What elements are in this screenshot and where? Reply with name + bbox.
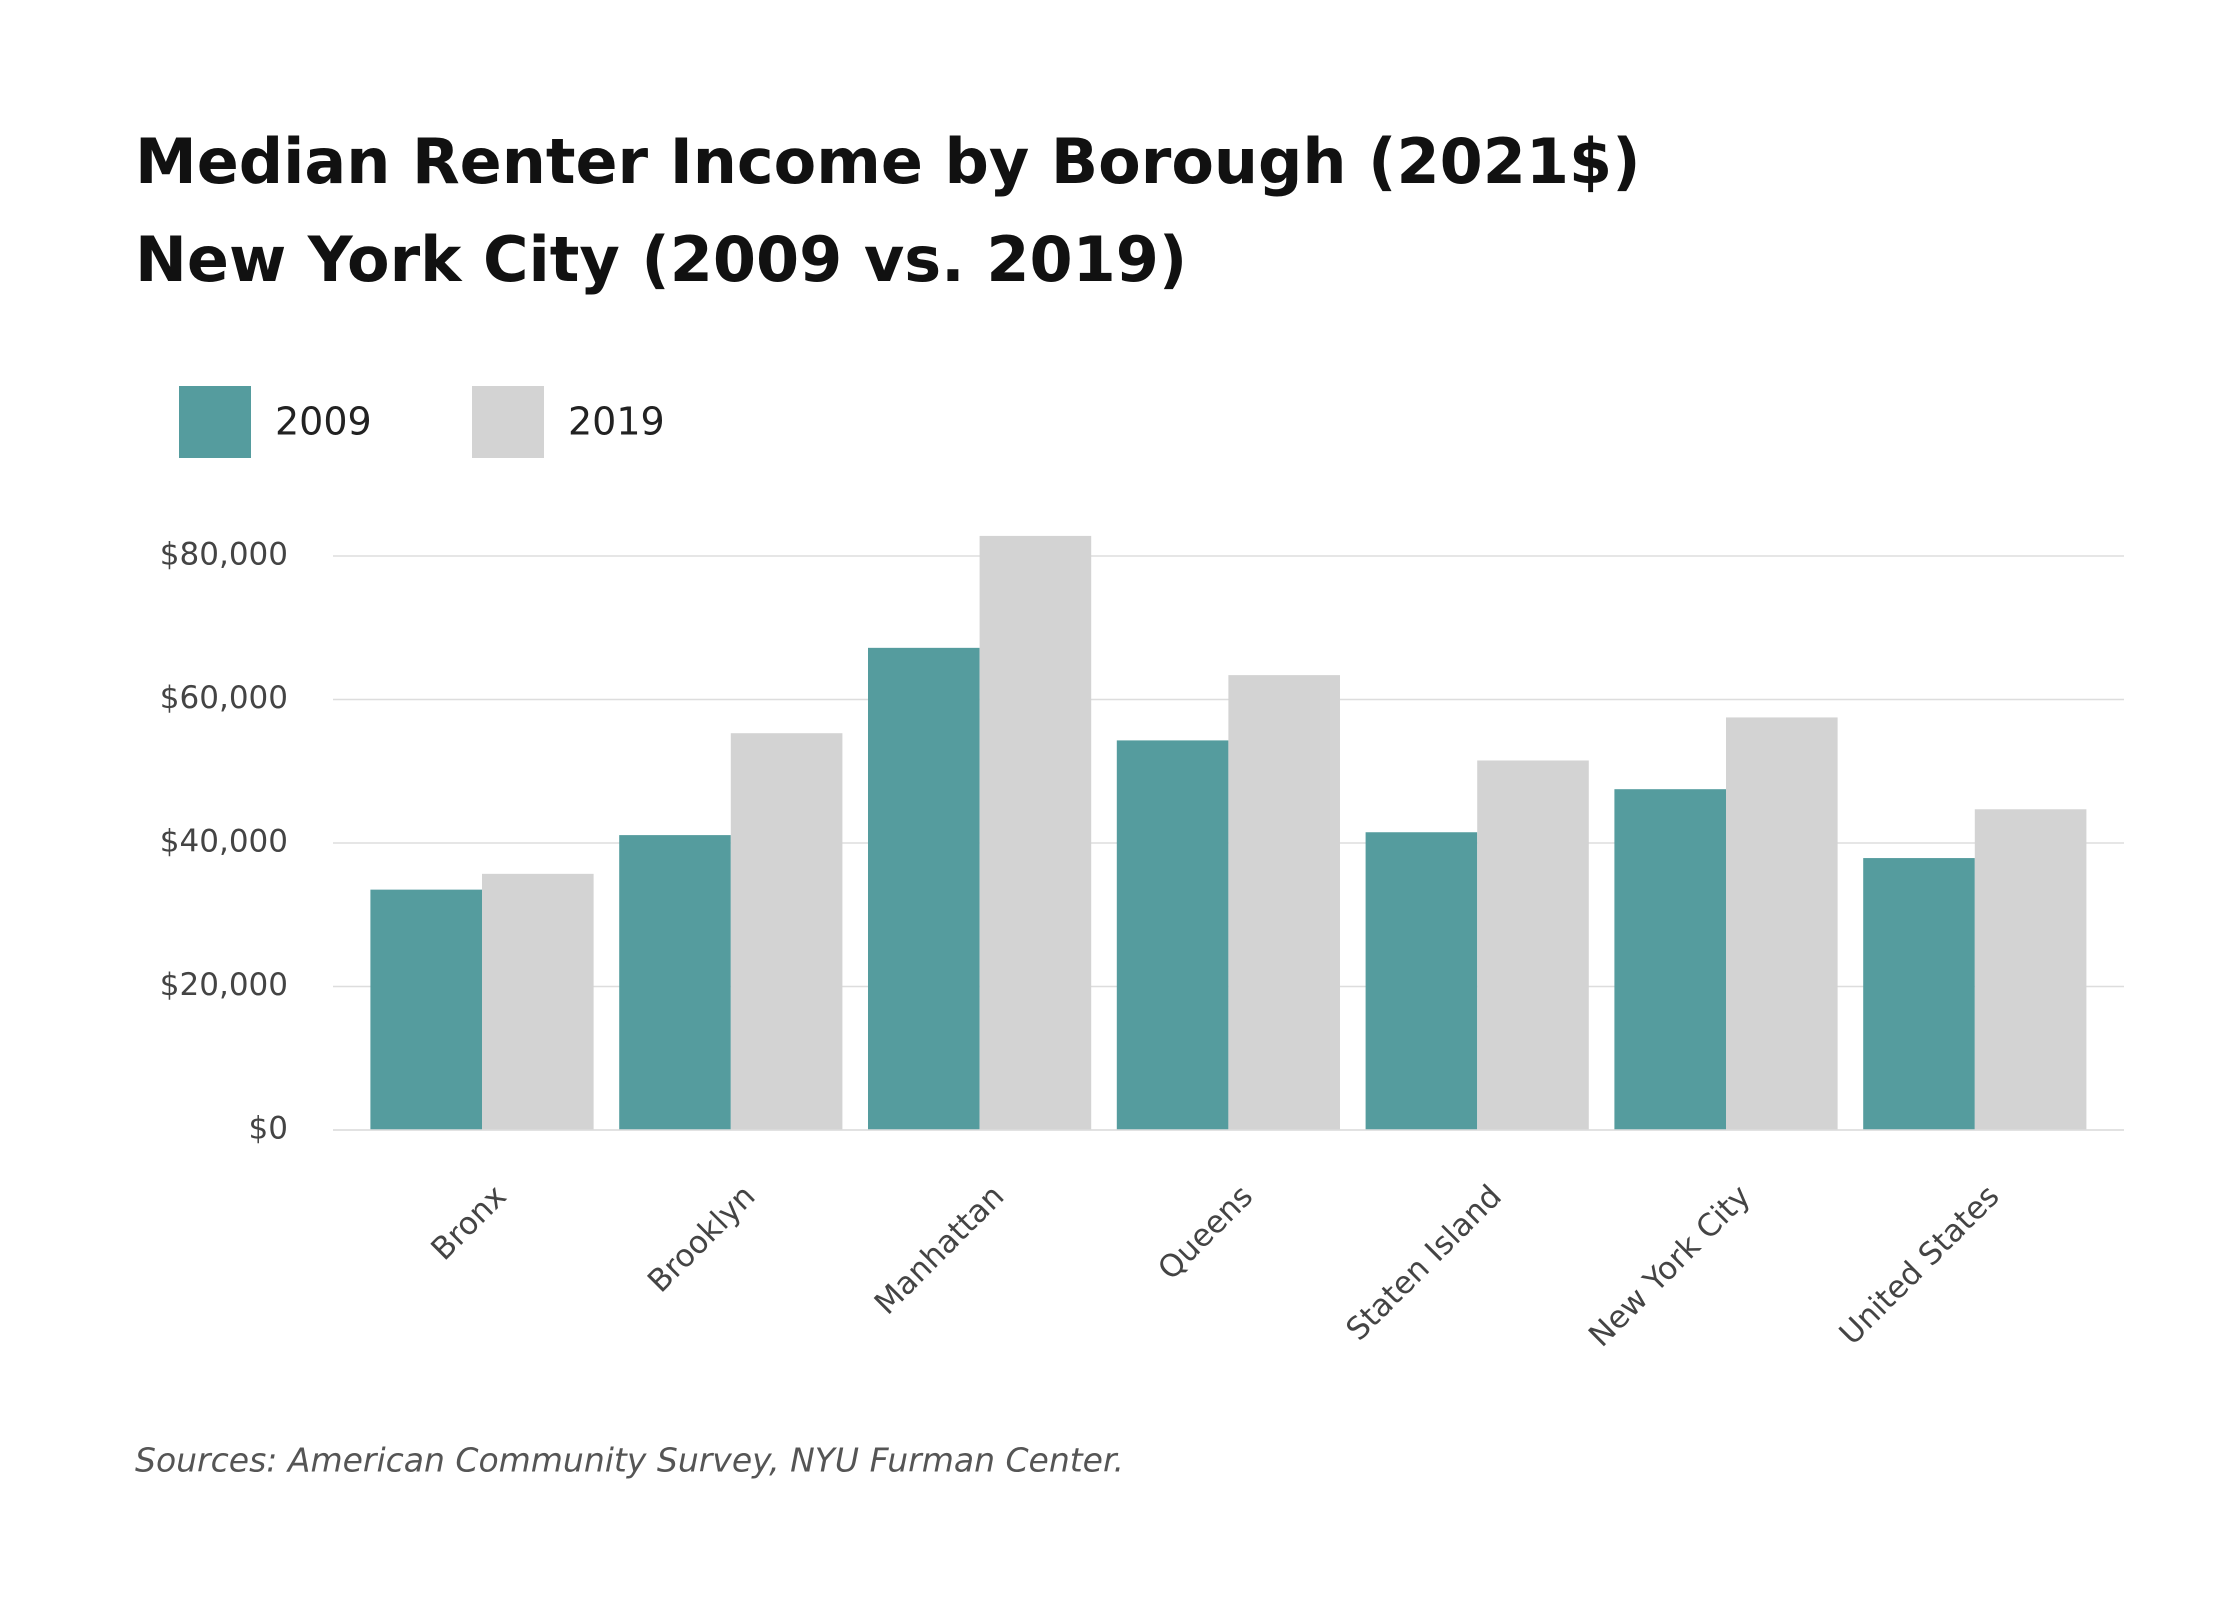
chart-title: Median Renter Income by Borough (2021$) [135, 125, 1641, 198]
bar [1614, 789, 1726, 1130]
chart-subtitle: New York City (2009 vs. 2019) [135, 223, 1187, 296]
y-tick-label: $0 [249, 1111, 288, 1147]
y-tick-label: $60,000 [160, 680, 288, 716]
bar [730, 733, 843, 1130]
legend-label: 2009 [275, 400, 372, 444]
bar [619, 835, 731, 1130]
bar [1228, 675, 1340, 1130]
bar [1477, 760, 1589, 1130]
bar [482, 873, 594, 1130]
source-note: Sources: American Community Survey, NYU … [135, 1441, 1124, 1480]
bar [370, 889, 482, 1130]
y-tick-label: $80,000 [160, 537, 288, 573]
bar [868, 647, 980, 1130]
bar [1974, 809, 2087, 1130]
bar [1863, 858, 1975, 1130]
bar [1365, 832, 1478, 1130]
bar [979, 535, 1092, 1130]
legend-label: 2019 [568, 400, 665, 444]
bar [1116, 740, 1229, 1130]
y-tick-label: $20,000 [160, 967, 288, 1003]
y-tick-label: $40,000 [160, 824, 288, 860]
legend-swatch [472, 386, 544, 458]
bar [1726, 717, 1838, 1130]
legend-swatch [179, 386, 251, 458]
